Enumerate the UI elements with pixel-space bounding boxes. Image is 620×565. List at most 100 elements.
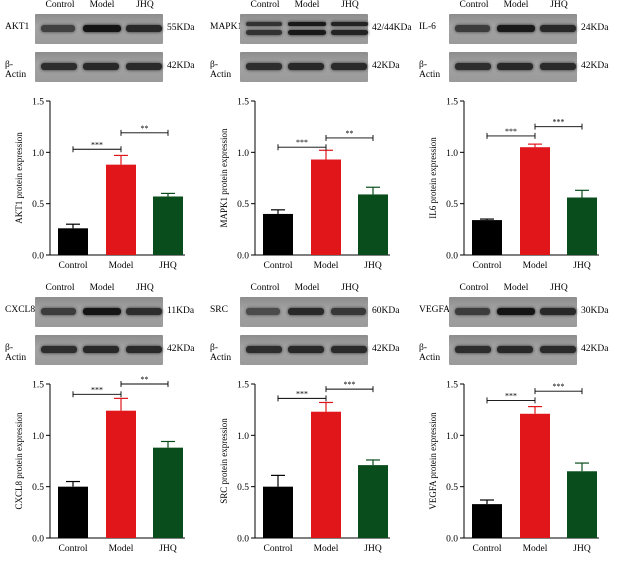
target-blot: CXCL8 11KDa [5, 297, 205, 327]
x-tick-label: JHQ [159, 261, 177, 271]
bar-jhq [153, 447, 183, 538]
protein-band [540, 25, 577, 32]
protein-band [455, 63, 491, 70]
y-tick-label: 0.5 [32, 200, 44, 210]
target-blot: MAPK1 42/44KDa [210, 14, 412, 44]
significance-label: *** [91, 140, 103, 149]
bar-jhq [153, 196, 183, 255]
x-tick-label: Model [523, 261, 548, 271]
significance-label: ** [141, 375, 149, 384]
bar-control [58, 486, 88, 538]
lane-label: JHQ [550, 283, 568, 293]
blot-image [35, 297, 163, 327]
bar-chart: 0.0 0.5 1.0 1.5 SRC protein expression Contro… [219, 380, 390, 554]
bar-chart: 0.0 0.5 1.0 1.5 AKT1 protein expression Contr… [14, 98, 185, 271]
protein-band [246, 30, 282, 35]
bar-model [311, 411, 341, 538]
lane-labels: Control Model JHQ [33, 283, 163, 295]
band-size-label: 42/44KDa [372, 23, 412, 33]
lane-label: Model [89, 0, 115, 10]
blot-image [240, 52, 368, 82]
protein-band [41, 25, 76, 32]
protein-band [497, 63, 534, 70]
lane-label: JHQ [341, 0, 359, 10]
y-tick-label: 0.0 [446, 252, 458, 262]
protein-band [83, 346, 120, 353]
protein-band [288, 30, 326, 35]
lane-label: Control [45, 0, 75, 10]
protein-band [246, 22, 282, 26]
actin-blot: β-Actin 42KDa [419, 335, 619, 365]
actin-blot: β-Actin 42KDa [5, 52, 205, 82]
blot-image [449, 14, 577, 44]
protein-band [497, 25, 535, 32]
lane-label: Model [294, 0, 320, 10]
lane-labels: Control Model JHQ [33, 0, 163, 12]
lane-label: JHQ [550, 0, 568, 10]
protein-label: β-Actin [419, 60, 441, 80]
band-size-label: 60KDa [372, 306, 400, 316]
protein-band [540, 308, 577, 315]
lane-labels: Control Model JHQ [447, 0, 577, 12]
x-tick-label: JHQ [364, 261, 382, 271]
x-tick-label: Model [109, 544, 134, 554]
bar-model [106, 410, 136, 538]
lane-label: JHQ [341, 283, 359, 293]
protein-label: CXCL8 [5, 305, 36, 315]
significance-label: *** [296, 138, 308, 147]
x-tick-label: JHQ [159, 544, 177, 554]
blot-image [240, 335, 368, 365]
protein-band [455, 346, 491, 353]
y-tick-label: 0.0 [32, 535, 44, 545]
protein-band [455, 25, 490, 32]
protein-band [540, 346, 577, 353]
blot-image [35, 52, 163, 82]
lane-label: Control [459, 0, 489, 10]
band-size-label: 42KDa [372, 61, 400, 71]
x-tick-label: JHQ [573, 544, 591, 554]
protein-band [497, 308, 535, 315]
bar-model [106, 164, 136, 255]
protein-band [455, 308, 490, 315]
protein-label: β-Actin [5, 60, 27, 80]
bar-chart: 0.0 0.5 1.0 1.5 CXCL8 protein expression Cont… [14, 375, 185, 554]
y-tick-label: 1.5 [32, 381, 44, 391]
protein-label: AKT1 [5, 22, 30, 32]
x-tick-label: Control [263, 261, 292, 271]
y-tick-label: 1.5 [446, 381, 458, 391]
protein-band [246, 346, 282, 353]
band-size-label: 42KDa [167, 61, 195, 71]
protein-label: IL-6 [419, 22, 436, 32]
actin-blot: β-Actin 42KDa [419, 52, 619, 82]
y-axis-label: VEGFA protein expression [428, 412, 438, 510]
lane-label: Control [250, 0, 280, 10]
protein-band [126, 308, 162, 315]
y-tick-label: 1.0 [446, 149, 458, 159]
significance-label: *** [505, 391, 517, 400]
bar-jhq [567, 471, 597, 538]
protein-band [83, 308, 121, 315]
x-tick-label: JHQ [573, 261, 591, 271]
y-tick-label: 1.0 [446, 432, 458, 442]
y-axis-label: SRC protein expression [219, 418, 229, 504]
bar-chart: 0.0 0.5 1.0 1.5 VEGFA protein expression Cont… [428, 381, 599, 554]
y-tick-label: 1.0 [237, 432, 249, 442]
protein-band [331, 22, 368, 26]
panel-vegfa: Control Model JHQ VEGFA 30KDa β-Actin 42KDa 0.0… [414, 283, 620, 565]
protein-label: SRC [210, 305, 228, 315]
actin-blot: β-Actin 42KDa [210, 52, 410, 82]
x-tick-label: Control [58, 544, 87, 554]
blot-image [449, 297, 577, 327]
significance-label: *** [505, 127, 517, 136]
bar-chart: 0.0 0.5 1.0 1.5 MAPK1 protein expression Cont… [219, 98, 390, 271]
x-tick-label: Model [314, 261, 339, 271]
protein-band [246, 308, 280, 315]
protein-band [246, 63, 282, 70]
band-size-label: 30KDa [581, 306, 609, 316]
significance-label: *** [296, 389, 308, 398]
protein-label: MAPK1 [210, 22, 243, 32]
protein-band [126, 25, 163, 32]
protein-band [540, 63, 577, 70]
actin-blot: β-Actin 42KDa [5, 335, 205, 365]
blot-image [449, 335, 577, 365]
